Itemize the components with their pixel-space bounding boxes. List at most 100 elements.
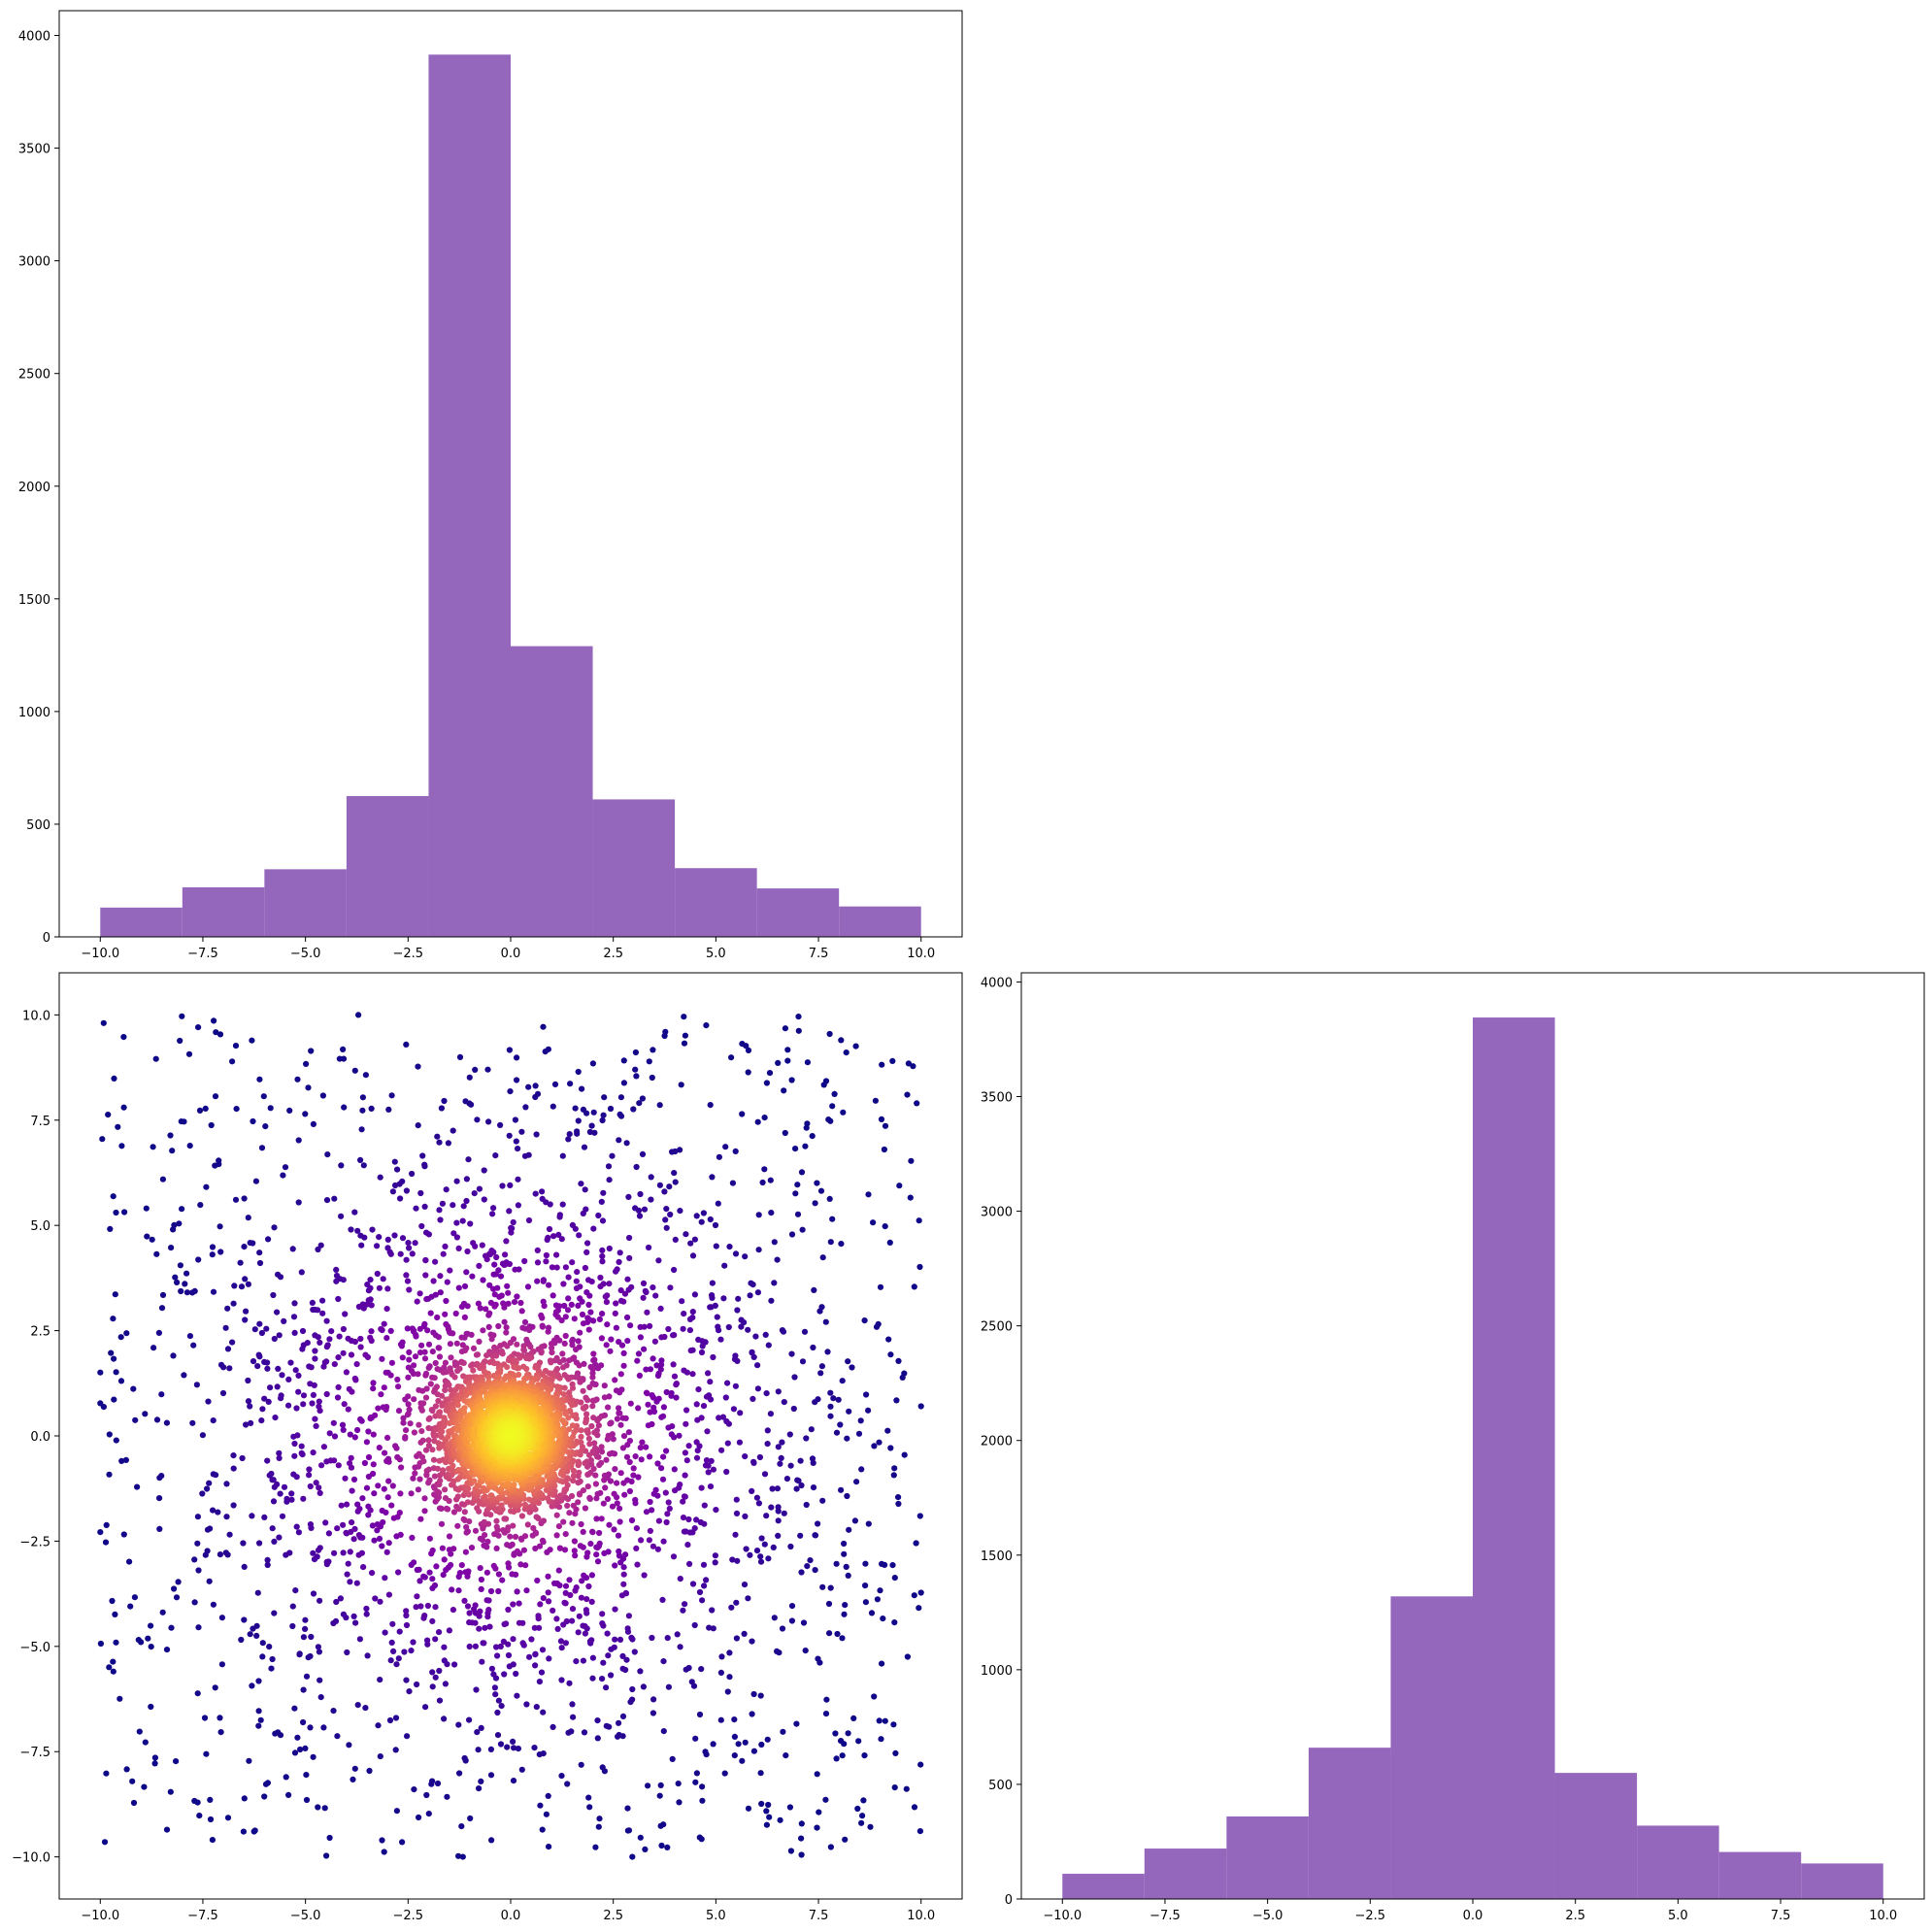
scatter-point xyxy=(268,1470,275,1478)
scatter-point xyxy=(474,1116,481,1123)
scatter-point xyxy=(631,1649,638,1655)
scatter-point xyxy=(303,1673,311,1680)
scatter-point xyxy=(546,1370,553,1377)
scatter-point xyxy=(788,1077,795,1083)
scatter-point xyxy=(205,1398,212,1405)
scatter-point xyxy=(675,1781,682,1787)
scatter-point xyxy=(749,1711,755,1717)
scatter-points xyxy=(97,1012,924,1860)
scatter-point xyxy=(679,1298,685,1305)
scatter-point xyxy=(518,1308,525,1315)
scatter-point xyxy=(573,1346,580,1353)
scatter-point xyxy=(403,1608,410,1615)
scatter-point xyxy=(206,1480,213,1486)
scatter-point xyxy=(383,1549,390,1555)
scatter-point xyxy=(455,1284,462,1291)
scatter-point xyxy=(491,1531,498,1538)
histogram-x-bar xyxy=(100,907,183,937)
scatter-point xyxy=(531,1624,538,1631)
scatter-point xyxy=(798,1482,805,1489)
scatter-point xyxy=(901,1451,908,1458)
scatter-point xyxy=(464,1603,472,1610)
scatter-point xyxy=(881,1146,888,1153)
scatter-point xyxy=(539,1315,546,1321)
scatter-point xyxy=(619,1652,626,1659)
scatter-point xyxy=(774,1256,781,1263)
scatter-point xyxy=(499,1183,506,1189)
scatter-point xyxy=(258,1417,265,1424)
scatter-point xyxy=(388,1639,395,1646)
scatter-point xyxy=(552,1302,560,1309)
scatter-point xyxy=(637,1323,644,1330)
scatter-point xyxy=(660,1538,667,1545)
scatter-point xyxy=(632,1049,640,1056)
scatter-point xyxy=(850,1715,857,1721)
scatter-point xyxy=(292,1587,299,1594)
scatter-point xyxy=(300,1495,307,1502)
scatter-point xyxy=(616,1505,623,1512)
scatter-point xyxy=(466,1610,473,1616)
scatter-point xyxy=(827,1413,834,1419)
scatter-point xyxy=(256,1076,263,1083)
scatter-point xyxy=(696,1834,703,1841)
scatter-point xyxy=(465,1485,472,1492)
scatter-point xyxy=(668,1431,675,1438)
scatter-point xyxy=(120,1034,127,1041)
scatter-point xyxy=(186,1333,193,1340)
scatter-point xyxy=(581,1572,587,1579)
scatter-point xyxy=(889,1562,896,1569)
scatter-point xyxy=(540,1278,547,1284)
scatter-point xyxy=(625,1429,633,1436)
scatter-point xyxy=(496,1121,504,1128)
scatter-point xyxy=(377,1598,383,1605)
scatter-point xyxy=(357,1156,364,1163)
scatter-point xyxy=(640,1683,648,1690)
scatter-point xyxy=(612,1606,618,1613)
scatter-point xyxy=(698,1218,705,1225)
scatter-point xyxy=(341,1104,348,1111)
scatter-point xyxy=(420,1400,427,1407)
scatter-point xyxy=(294,1076,301,1083)
scatter-point xyxy=(741,1630,748,1637)
scatter-point xyxy=(351,1434,358,1441)
scatter-point xyxy=(340,1325,347,1333)
scatter-point xyxy=(567,1408,574,1415)
scatter-point xyxy=(108,1349,115,1356)
scatter-point xyxy=(450,1607,456,1614)
scatter-point xyxy=(632,1496,639,1504)
scatter-point xyxy=(425,1466,432,1473)
scatter-point xyxy=(539,1188,546,1195)
scatter-point xyxy=(410,1370,416,1378)
scatter-point xyxy=(405,1374,412,1381)
scatter-point xyxy=(476,1338,483,1345)
scatter-point xyxy=(514,1293,520,1300)
scatter-point xyxy=(388,1092,395,1099)
scatter-point xyxy=(556,1358,563,1366)
scatter-point xyxy=(708,1457,715,1464)
scatter-point xyxy=(636,1100,643,1107)
scatter-point xyxy=(291,1440,298,1448)
scatter-point xyxy=(843,1563,849,1570)
scatter-point xyxy=(699,1597,706,1604)
scatter-point xyxy=(606,1177,613,1183)
scatter-point xyxy=(733,1599,740,1606)
scatter-point xyxy=(876,1717,883,1724)
scatter-point xyxy=(335,1462,342,1469)
scatter-point xyxy=(637,1190,644,1198)
scatter-point xyxy=(723,1417,730,1425)
scatter-point xyxy=(781,1087,787,1094)
scatter-point xyxy=(323,1390,330,1398)
scatter-point xyxy=(113,1437,119,1444)
scatter-point xyxy=(521,1318,529,1325)
histogram-x-xtick-label: −2.5 xyxy=(393,947,424,961)
scatter-point xyxy=(916,1828,924,1835)
scatter-point xyxy=(767,1177,774,1183)
scatter-point xyxy=(289,1246,296,1252)
scatter-point xyxy=(491,1261,498,1268)
scatter-point xyxy=(269,1525,276,1532)
scatter-point xyxy=(316,1677,323,1683)
scatter-point xyxy=(695,1336,702,1343)
scatter-point xyxy=(533,1131,540,1138)
scatter-point xyxy=(666,1505,673,1512)
scatter-point xyxy=(250,1117,256,1125)
